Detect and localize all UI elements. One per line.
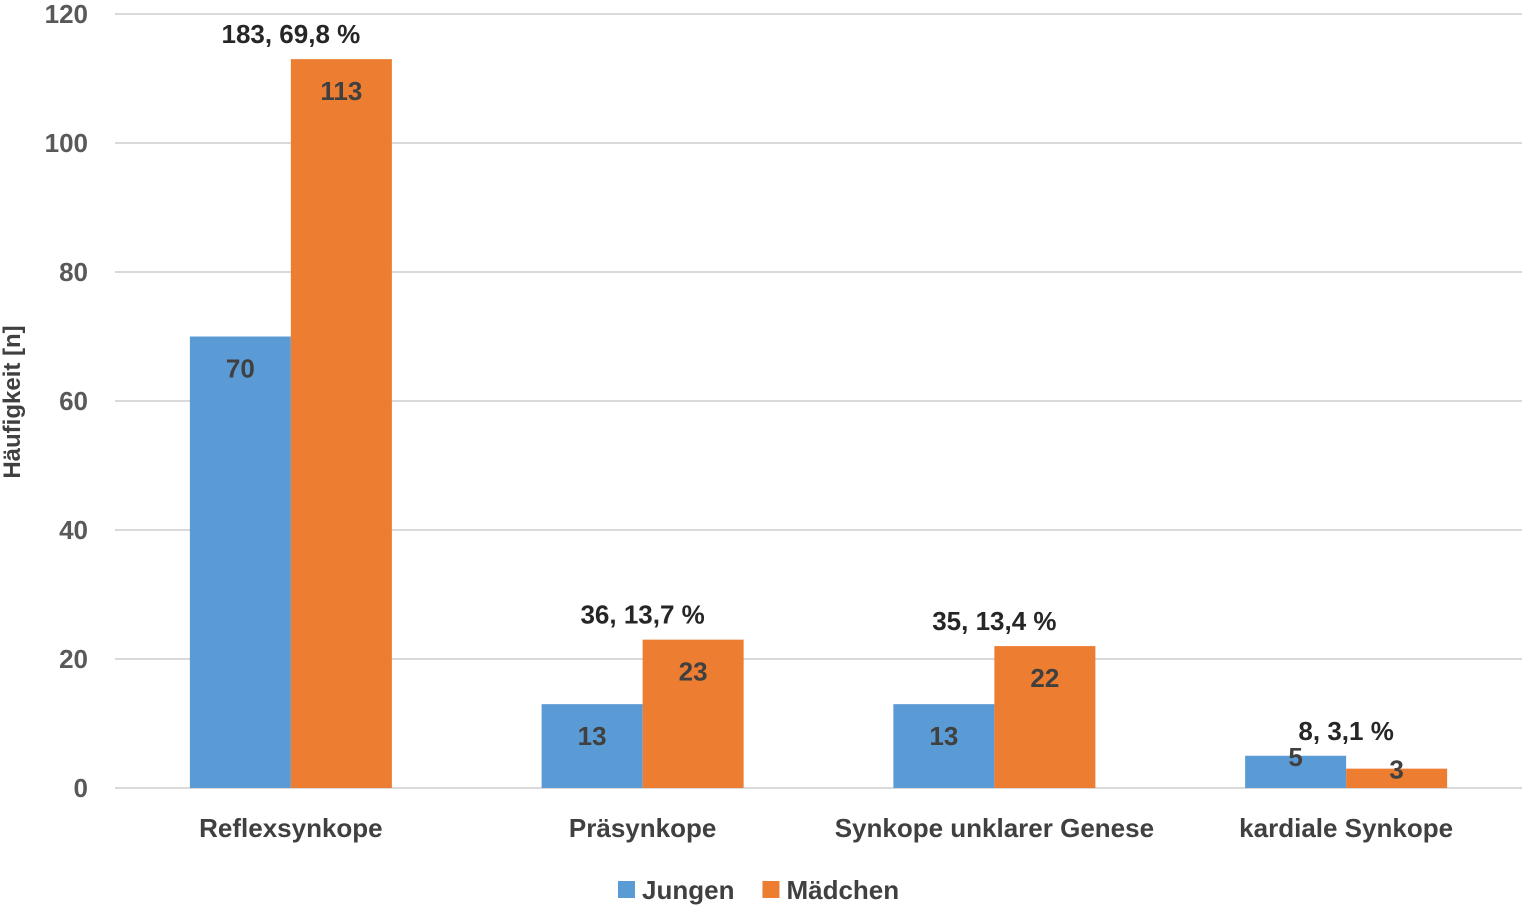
bar-value-label: 22 xyxy=(1030,663,1059,693)
y-tick-label: 60 xyxy=(59,386,88,416)
bar-value-label: 13 xyxy=(929,721,958,751)
bar-jungen xyxy=(893,704,995,788)
bar-value-label: 3 xyxy=(1389,755,1403,785)
bar-jungen xyxy=(541,704,643,788)
bar-value-label: 70 xyxy=(226,354,255,384)
bars xyxy=(189,59,1448,788)
x-axis-categories: Reflexsynkope Präsynkope Synkope unklarer … xyxy=(199,813,1453,843)
legend-label: Jungen xyxy=(642,875,734,905)
y-tick-label: 40 xyxy=(59,515,88,545)
y-axis-title: Häufigkeit [n] xyxy=(0,325,26,478)
bar-value-label: 113 xyxy=(320,76,362,106)
legend-swatch-mädchen xyxy=(762,881,780,898)
y-tick-label: 80 xyxy=(59,257,88,287)
y-tick-label: 20 xyxy=(59,644,88,674)
legend-swatch-jungen xyxy=(618,881,635,898)
x-category-label: kardiale Synkope xyxy=(1239,813,1453,843)
y-axis-ticks: 0 20 40 60 80 100 120 xyxy=(45,0,88,803)
group-total-label: 183, 69,8 % xyxy=(221,19,360,49)
y-tick-label: 120 xyxy=(45,0,88,29)
bar-mädchen xyxy=(1346,768,1448,788)
y-tick-label: 0 xyxy=(74,773,88,803)
legend: Jungen Mädchen xyxy=(618,875,899,905)
bar-value-label: 5 xyxy=(1288,742,1302,772)
bar-value-label: 13 xyxy=(578,721,607,751)
bar-mädchen xyxy=(994,646,1096,788)
x-category-label: Präsynkope xyxy=(569,813,716,843)
group-total-label: 35, 13,4 % xyxy=(932,606,1056,636)
bar-jungen xyxy=(1245,755,1347,788)
bar-mädchen xyxy=(290,59,392,788)
bar-jungen xyxy=(189,336,291,788)
x-category-label: Synkope unklarer Genese xyxy=(835,813,1154,843)
y-tick-label: 100 xyxy=(45,128,88,158)
bar-mädchen xyxy=(642,639,744,788)
group-total-label: 8, 3,1 % xyxy=(1298,716,1393,746)
legend-label: Mädchen xyxy=(786,875,899,905)
x-category-label: Reflexsynkope xyxy=(199,813,383,843)
bar-value-label: 23 xyxy=(679,657,708,687)
data-labels: 70 113 183, 69,8 % 13 23 36, 13,7 % 13 22 35, 13… xyxy=(221,19,1403,785)
group-total-label: 36, 13,7 % xyxy=(580,600,704,630)
